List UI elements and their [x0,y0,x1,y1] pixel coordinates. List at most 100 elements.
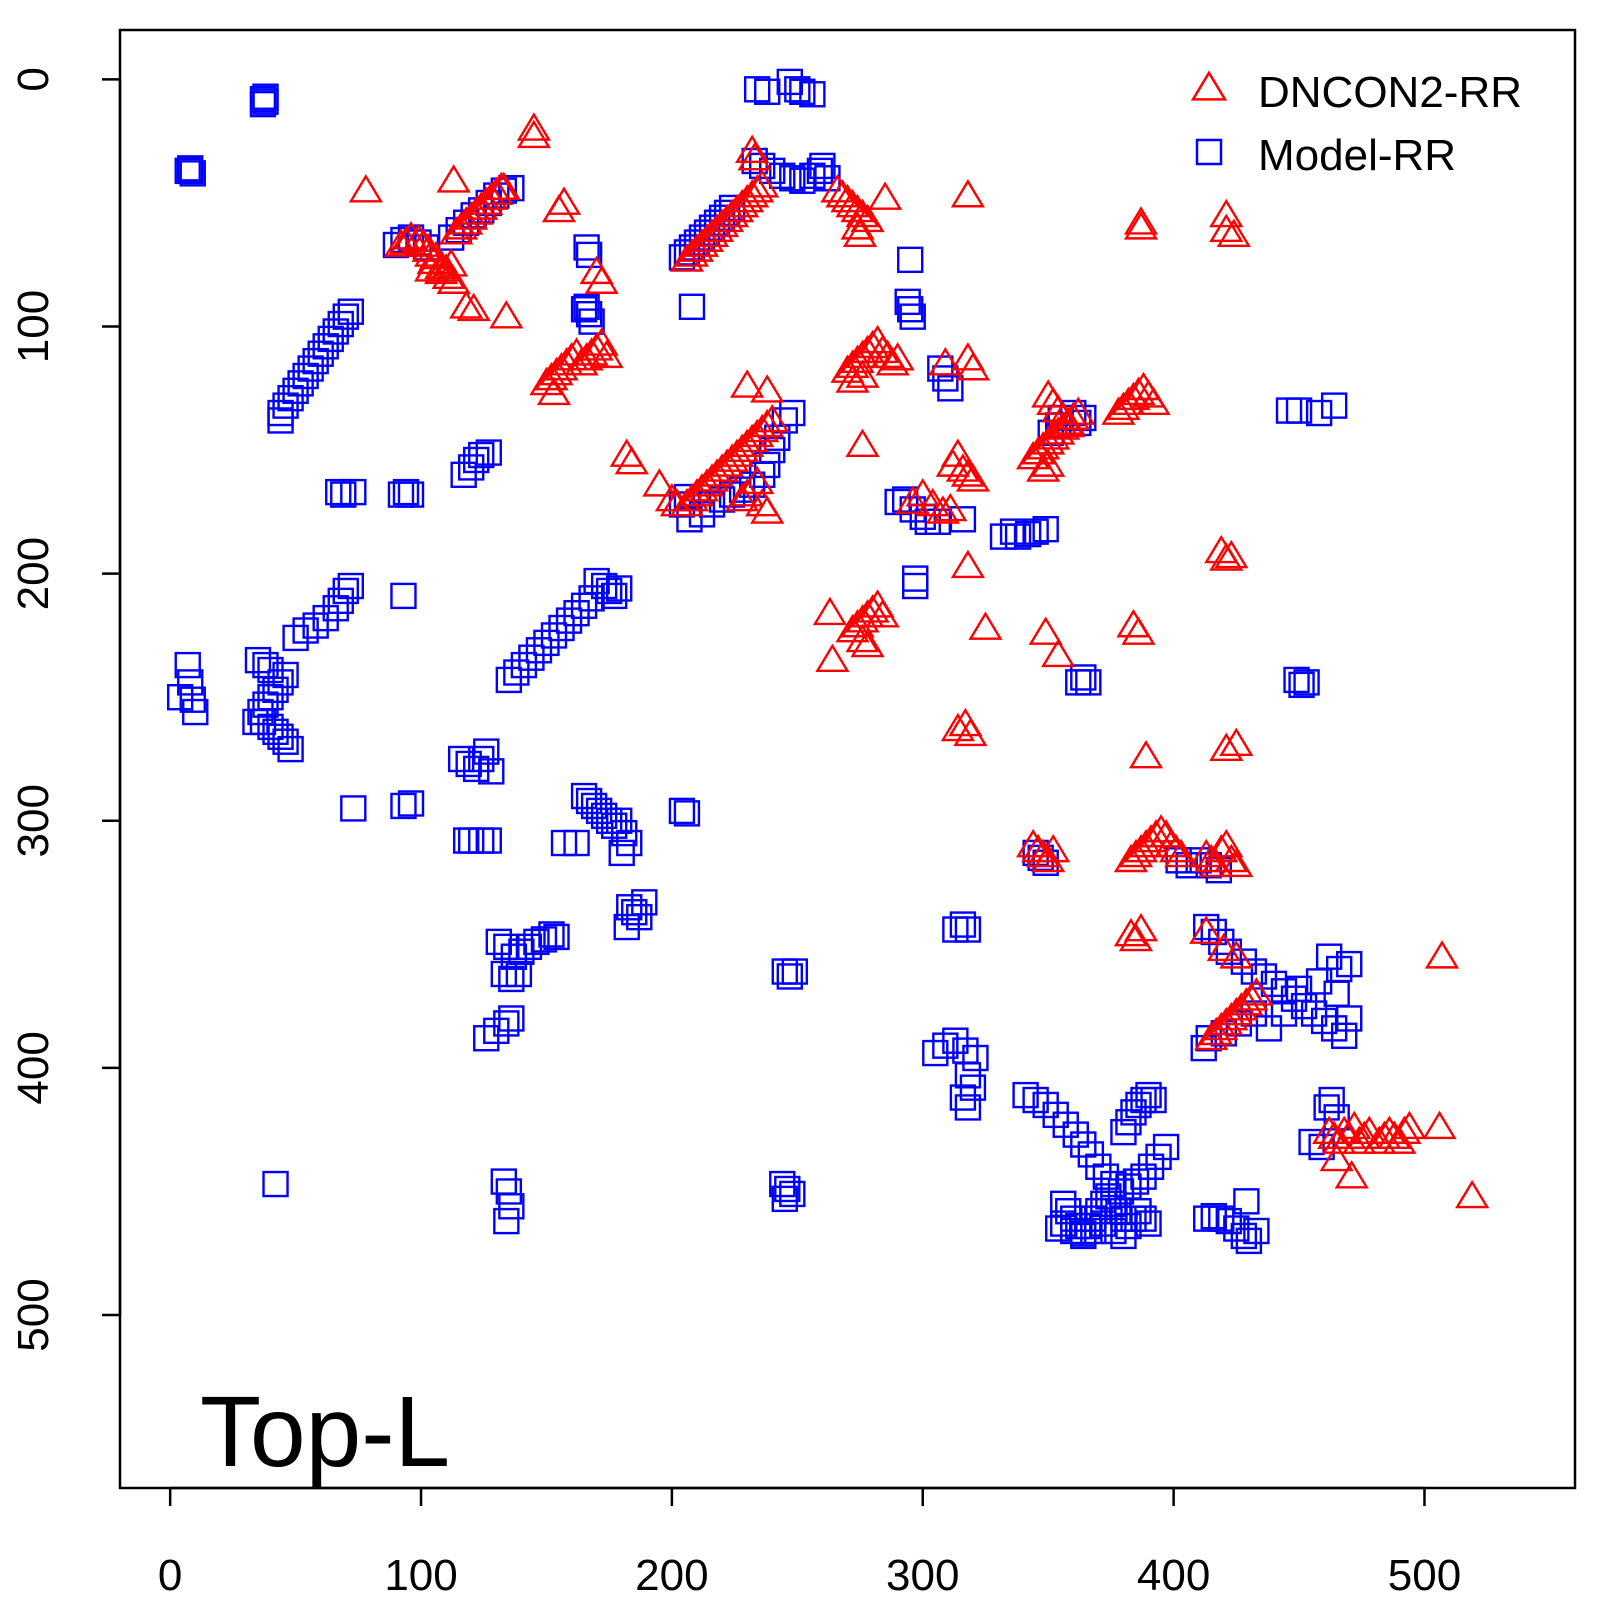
model-rr-point [1012,1081,1039,1109]
model-rr-point [1032,1091,1059,1119]
dncon2-rr-point [1387,1115,1422,1145]
dncon2-rr-point [1219,940,1254,969]
dncon2-rr-point [1194,1021,1229,1051]
dncon2-rr-point [1209,1006,1244,1036]
model-rr-point [498,965,525,993]
model-rr-point [563,600,590,627]
model-rr-point [1318,1086,1345,1114]
model-rr-point [897,296,924,323]
dncon2-rr-point [1123,833,1159,863]
dncon2-rr-point [431,260,466,290]
legend: DNCON2-RR Model-RR [1190,68,1522,180]
dncon2-rr-point [689,223,725,252]
model-rr-point [781,958,809,985]
dncon2-rr-point [1209,732,1244,762]
dncon2-rr-point [740,465,775,495]
dncon2-rr-point [589,339,624,369]
model-rr-point [1137,1153,1165,1180]
model-rr-point [262,1170,289,1198]
dncon2-rr-point [845,359,880,388]
model-rr-point [473,1025,500,1052]
model-rr-point [1095,1183,1122,1210]
model-rr-point [317,325,344,353]
dncon2-rr-point [1121,616,1156,645]
model-rr-point [1045,1215,1072,1242]
dncon2-rr-point [564,347,599,376]
model-rr-point [493,1207,520,1235]
dncon2-rr-point [1327,1115,1362,1145]
dncon2-rr-point [388,225,424,255]
dncon2-rr-point [1133,823,1169,853]
dncon2-rr-point [1113,843,1149,873]
model-rr-point [611,819,638,847]
model-rr-point [578,585,605,612]
y-axis: 0 100 200 300 400 500 [9,67,122,1352]
model-rr-point [1270,978,1298,1005]
dncon2-rr-point [413,238,449,267]
model-rr-point [776,963,804,990]
model-rr-point [540,622,568,649]
dncon2-rr-point [1424,940,1460,969]
dncon2-rr-point [704,453,740,482]
dncon2-rr-point [1216,218,1251,247]
dncon2-rr-point [719,193,755,223]
dncon2-rr-point [835,364,870,393]
dncon2-rr-point [1219,848,1254,878]
dncon2-rr-point [950,178,986,208]
model-rr-point [555,607,583,634]
model-rr-point [322,318,349,345]
dncon2-rr-point [1194,843,1229,873]
model-rr-point [1152,1133,1180,1161]
model-rr-point [585,797,613,825]
dncon2-rr-point [1051,408,1086,438]
model-rr-point [505,960,533,988]
dncon2-rr-point [679,233,715,262]
model-rr-point [1135,1081,1162,1109]
model-rr-point [272,661,299,689]
model-rr-point [575,241,603,269]
model-rr-point [1305,399,1333,427]
dncon2-rr-point [348,174,383,203]
model-rr-point [1280,985,1308,1012]
dncon2-rr-point [895,485,930,514]
model-rr-point [769,1170,796,1198]
model-rr-point [570,592,598,619]
model-rr-point [1293,669,1320,696]
dncon2-rr-point [855,329,890,359]
model-rr-point [495,666,523,694]
model-rr-point [177,157,204,185]
model-rr-point [954,916,982,943]
model-rr-point [287,370,314,397]
model-rr-point [769,162,796,190]
model-rr-point [1233,1188,1260,1215]
model-rr-point [257,713,284,741]
dncon2-rr-point [928,347,963,376]
model-rr-point [1110,1222,1137,1250]
dncon2-rr-point [516,112,552,141]
x-tick-label: 200 [635,1551,708,1600]
dncon2-rr-point [1224,992,1259,1021]
dncon2-rr-point [1101,396,1136,425]
model-rr-point [249,90,277,118]
model-rr-point [292,617,319,644]
model-rr-point [510,651,538,679]
dncon2-rr-point [725,482,760,512]
dncon2-rr-point [1219,996,1254,1026]
dncon2-rr-point [842,218,878,247]
model-rr-point [548,614,575,642]
model-rr-point [337,572,364,600]
model-rr-point [473,738,500,765]
dncon2-rr-point [1116,381,1151,411]
dncon2-rr-point [1016,440,1051,470]
dncon2-rr-point [456,292,491,322]
legend-square-marker [1195,138,1223,166]
dncon2-rr-point [449,206,484,235]
x-tick-label: 400 [1137,1551,1210,1600]
model-rr-point [533,629,560,657]
dncon2-rr-series [348,112,1490,1209]
model-rr-point [789,78,816,105]
model-rr-point [949,1084,977,1111]
dncon2-rr-point [1113,917,1149,947]
dncon2-rr-point [1206,932,1241,962]
model-rr-point [390,582,417,610]
